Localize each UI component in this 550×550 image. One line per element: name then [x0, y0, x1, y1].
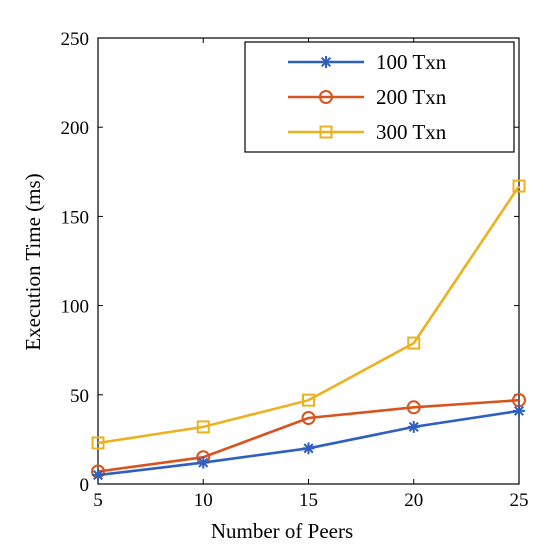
legend-marker — [319, 125, 333, 139]
legend-label: 200 Txn — [376, 85, 447, 109]
y-tick-label: 50 — [70, 386, 89, 407]
y-tick-label: 200 — [61, 118, 90, 139]
data-point — [302, 442, 315, 455]
x-tick-label: 25 — [510, 490, 529, 511]
series-1 — [91, 393, 526, 479]
x-tick-label: 5 — [93, 490, 103, 511]
x-tick-label: 20 — [404, 490, 423, 511]
y-tick-label: 150 — [61, 207, 90, 228]
legend-label: 300 Txn — [376, 120, 447, 144]
x-axis-title: Number of Peers — [211, 519, 353, 543]
data-point — [407, 336, 421, 350]
data-point — [91, 436, 105, 450]
y-axis-title: Execution Time (ms) — [21, 173, 45, 350]
legend-marker — [319, 90, 333, 104]
legend-item: 100 Txn — [288, 50, 447, 74]
x-tick-label: 10 — [194, 490, 213, 511]
data-point — [92, 469, 104, 482]
y-tick-label: 100 — [61, 297, 90, 318]
series-line — [97, 185, 521, 445]
legend-item: 200 Txn — [288, 85, 447, 109]
data-point — [406, 400, 421, 415]
x-tick-label: 15 — [299, 490, 318, 511]
series-line — [97, 398, 520, 473]
y-tick-label: 250 — [61, 29, 90, 50]
data-point — [302, 393, 315, 407]
series-0 — [92, 404, 525, 482]
y-tick-label: 0 — [80, 475, 90, 496]
data-point — [301, 410, 316, 425]
series-layer — [91, 179, 526, 482]
series-2 — [91, 179, 526, 450]
legend-label: 100 Txn — [376, 50, 447, 74]
data-point — [513, 404, 525, 417]
legend-item: 300 Txn — [288, 120, 447, 144]
data-point — [512, 179, 526, 193]
data-point — [407, 420, 420, 433]
data-point — [197, 456, 210, 469]
legend: 100 Txn 200 Txn 300 Txn — [244, 41, 515, 153]
data-point — [196, 420, 210, 434]
legend-marker — [320, 56, 332, 68]
